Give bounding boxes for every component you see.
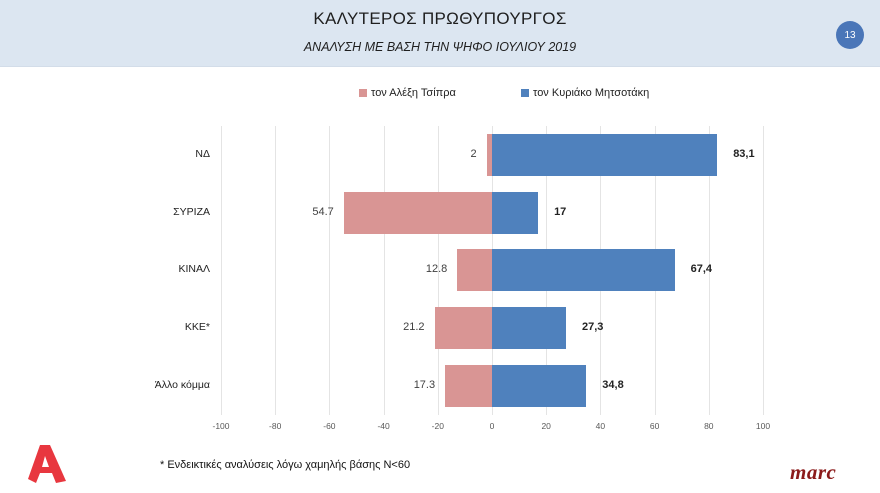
value-label-tsipras: 21.2 xyxy=(403,321,425,333)
value-label-mitsotakis: 83,1 xyxy=(733,148,755,160)
x-tick-label: -60 xyxy=(323,421,336,431)
category-label: ΚΙΝΑΛ xyxy=(178,263,210,275)
value-label-tsipras: 54.7 xyxy=(312,206,334,218)
value-label-mitsotakis: 17 xyxy=(554,206,567,218)
x-tick-label: -100 xyxy=(212,421,230,431)
category-label: ΣΥΡΙΖΑ xyxy=(173,206,210,218)
bar-mitsotakis xyxy=(492,365,587,407)
category-label: ΚΚΕ* xyxy=(184,321,210,333)
marc-logo: marc xyxy=(790,460,837,484)
bar-mitsotakis xyxy=(492,307,566,349)
value-label-tsipras: 17.3 xyxy=(413,379,436,391)
value-label-mitsotakis: 67,4 xyxy=(690,263,713,275)
gridline xyxy=(221,126,222,415)
legend-label: τον Κυριάκο Μητσοτάκη xyxy=(533,87,650,99)
page-number-badge: 13 xyxy=(836,21,864,49)
header-band xyxy=(0,0,880,67)
category-label: Άλλο κόμμα xyxy=(154,379,210,391)
x-tick-label: 40 xyxy=(595,421,606,431)
value-label-mitsotakis: 27,3 xyxy=(581,321,604,333)
bar-tsipras xyxy=(486,134,492,176)
x-tick-label: 80 xyxy=(704,421,714,431)
footnote: * Ενδεικτικές αναλύσεις λόγω χαμηλής βάσ… xyxy=(160,459,411,471)
x-tick-label: -40 xyxy=(377,421,390,431)
chart-subtitle: ΑΝΑΛΥΣΗ ΜΕ ΒΑΣΗ ΤΗΝ ΨΗΦΟ ΙΟΥΛΙΟΥ 2019 xyxy=(303,40,577,54)
bar-mitsotakis xyxy=(492,134,718,176)
x-tick-label: 60 xyxy=(649,421,660,431)
bar-mitsotakis xyxy=(492,192,539,234)
legend-swatch-tsipras xyxy=(359,89,367,97)
chart-title: ΚΑΛΥΤΕΡΟΣ ΠΡΩΘΥΠΟΥΡΓΟΣ xyxy=(313,9,567,28)
bar-mitsotakis xyxy=(492,249,675,291)
x-tick-label: 20 xyxy=(541,421,551,431)
gridline xyxy=(384,126,385,415)
x-tick-label: 100 xyxy=(755,421,771,431)
alpha-logo xyxy=(28,445,66,483)
x-tick-label: 0 xyxy=(489,421,495,431)
bar-tsipras xyxy=(434,307,492,349)
gridline xyxy=(709,126,710,415)
value-label-tsipras: 2 xyxy=(470,148,477,160)
value-label-mitsotakis: 34,8 xyxy=(602,379,624,391)
legend-swatch-mitsotakis xyxy=(521,89,529,97)
bar-tsipras xyxy=(445,365,492,407)
legend-label: τον Αλέξη Τσίπρα xyxy=(371,87,456,99)
gridline xyxy=(763,126,764,415)
x-tick-label: -80 xyxy=(269,421,282,431)
category-label: ΝΔ xyxy=(195,148,210,160)
value-label-tsipras: 12.8 xyxy=(425,263,448,275)
legend: τον Αλέξη Τσίπρα τον Κυριάκο Μητσοτάκη xyxy=(0,87,880,103)
gridline xyxy=(438,126,439,415)
bar-tsipras xyxy=(343,192,492,234)
gridline xyxy=(275,126,276,415)
x-tick-label: -20 xyxy=(431,421,444,431)
legend-item-tsipras: τον Αλέξη Τσίπρα xyxy=(359,87,456,99)
bar-tsipras xyxy=(457,249,492,291)
gridline xyxy=(329,126,330,415)
legend-item-mitsotakis: τον Κυριάκο Μητσοτάκη xyxy=(521,87,649,99)
